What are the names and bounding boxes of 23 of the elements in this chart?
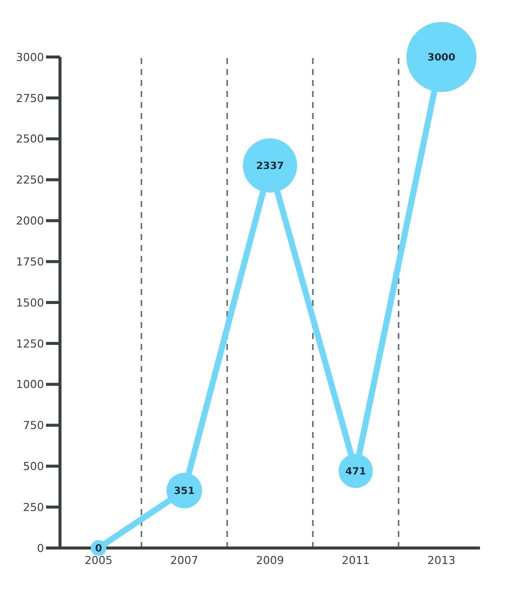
- data-label: 2337: [256, 161, 284, 172]
- y-tick-label: 2250: [16, 174, 44, 187]
- x-tick-label: 2013: [427, 554, 456, 567]
- x-tick-label: 2011: [342, 554, 370, 567]
- y-tick-label: 1250: [16, 337, 44, 350]
- x-tick-label: 2009: [256, 554, 284, 567]
- data-label: 351: [174, 486, 195, 498]
- y-tick-label: 1500: [16, 296, 44, 310]
- y-tick-label: 3000: [16, 50, 44, 64]
- y-tick-label: 1750: [16, 255, 44, 268]
- x-tick-label: 2007: [170, 554, 198, 567]
- y-tick-label: 2750: [16, 92, 44, 105]
- y-tick-label: 2500: [16, 132, 44, 146]
- data-label: 3000: [428, 52, 456, 64]
- y-tick-label: 2000: [16, 214, 44, 228]
- data-label: 471: [345, 466, 366, 478]
- y-tick-label: 250: [23, 500, 44, 514]
- data-label: 0: [95, 544, 102, 555]
- y-tick-label: 1000: [16, 378, 44, 392]
- y-tick-label: 0: [37, 542, 44, 555]
- y-tick-label: 500: [23, 460, 44, 474]
- x-tick-label: 2005: [84, 554, 113, 567]
- y-tick-label: 750: [23, 419, 44, 432]
